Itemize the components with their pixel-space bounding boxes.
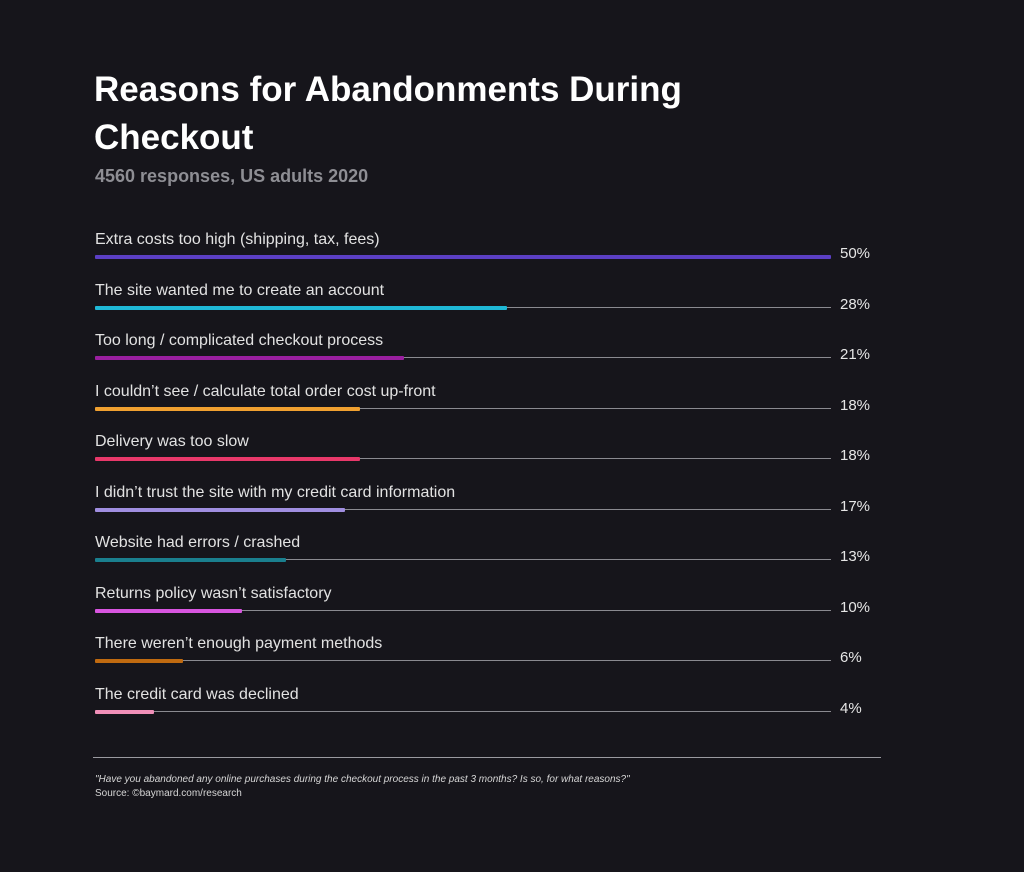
category-label: I couldn’t see / calculate total order c… xyxy=(95,382,436,400)
bar-track xyxy=(95,458,831,459)
category-label: Delivery was too slow xyxy=(95,433,249,450)
bar-row: Delivery was too slow 18% xyxy=(95,433,885,483)
value-label: 18% xyxy=(840,396,871,414)
category-label: I didn’t trust the site with my credit c… xyxy=(95,483,456,501)
value-label: 18% xyxy=(840,447,871,464)
bar xyxy=(95,305,508,310)
bar-row: The site wanted me to create an account 2… xyxy=(95,282,885,332)
value-label: 21% xyxy=(840,346,871,363)
category-label: The site wanted me to create an account xyxy=(95,281,385,299)
survey-question-note: "Have you abandoned any online purchases… xyxy=(95,774,630,785)
value-label: 17% xyxy=(840,497,871,515)
bar xyxy=(95,457,360,461)
bar-track xyxy=(95,609,831,611)
divider xyxy=(93,757,881,758)
bar-track xyxy=(95,660,831,661)
bar-row: I didn’t trust the site with my credit c… xyxy=(95,484,885,534)
category-label: Extra costs too high (shipping, tax, fee… xyxy=(95,231,380,248)
value-label: 13% xyxy=(840,548,871,565)
value-label: 50% xyxy=(840,245,871,262)
category-label: Too long / complicated checkout process xyxy=(95,332,384,349)
bar xyxy=(95,406,360,411)
value-label: 6% xyxy=(840,649,862,666)
bar xyxy=(95,558,287,562)
bar xyxy=(95,255,831,259)
bar xyxy=(95,608,243,613)
bar xyxy=(95,659,184,663)
value-label: 10% xyxy=(840,598,871,616)
bar-row: The credit card was declined 4% xyxy=(95,686,885,736)
bar-row: Website had errors / crashed 13% xyxy=(95,534,885,584)
bar xyxy=(95,709,154,714)
chart-title: Reasons for Abandonments During Checkout xyxy=(94,70,682,157)
category-label: There weren’t enough payment methods xyxy=(95,635,383,652)
bar xyxy=(95,507,346,512)
bar-track xyxy=(95,508,831,510)
bar-row: There weren’t enough payment methods 6% xyxy=(95,635,885,685)
bar-track xyxy=(95,710,831,712)
bar-track xyxy=(95,559,831,560)
bar-row: Extra costs too high (shipping, tax, fee… xyxy=(95,231,885,281)
category-label: Website had errors / crashed xyxy=(95,534,301,551)
chart-subtitle: 4560 responses, US adults 2020 xyxy=(95,166,369,186)
bar-track xyxy=(95,357,831,358)
value-label: 28% xyxy=(840,295,871,313)
source-note: Source: ©baymard.com/research xyxy=(95,788,242,799)
value-label: 4% xyxy=(840,699,862,717)
bar-row: I couldn’t see / calculate total order c… xyxy=(95,383,885,433)
category-label: The credit card was declined xyxy=(95,685,299,703)
bar xyxy=(95,356,405,360)
bar-row: Returns policy wasn’t satisfactory 10% xyxy=(95,585,885,635)
bar-track xyxy=(95,407,831,409)
bar-row: Too long / complicated checkout process 2… xyxy=(95,332,885,382)
category-label: Returns policy wasn’t satisfactory xyxy=(95,584,332,602)
